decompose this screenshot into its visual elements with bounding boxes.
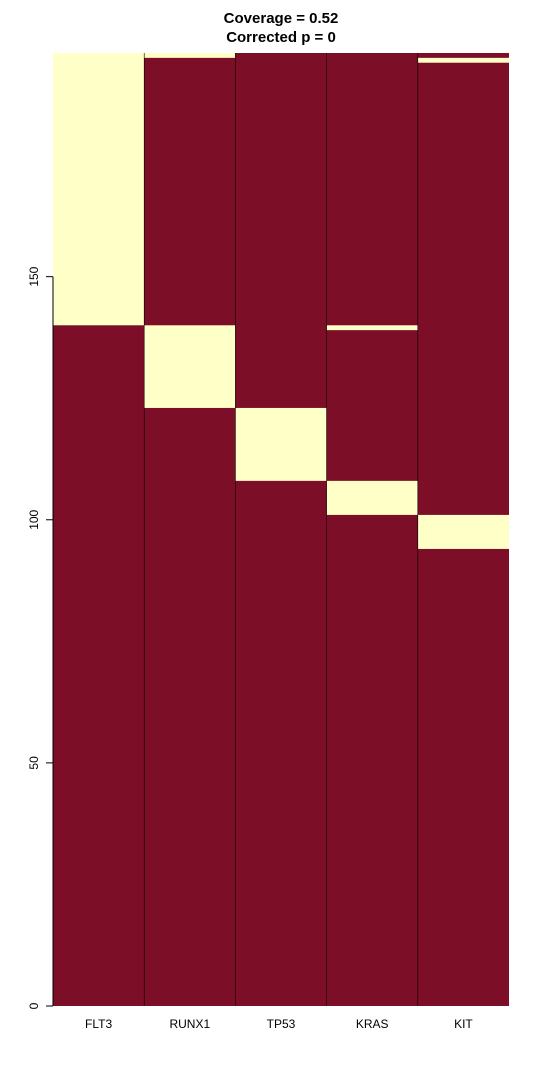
- present-block-runx1-2: [144, 53, 236, 58]
- present-block-runx1-1: [144, 325, 236, 408]
- x-axis: FLT3 RUNX1 TP53 KRAS KIT: [85, 1017, 473, 1031]
- heatmap-cells: [53, 53, 509, 1006]
- column-bg-tp53: [235, 53, 327, 1006]
- y-tick-label-100: 100: [27, 509, 41, 529]
- x-tick-label-tp53: TP53: [267, 1017, 296, 1031]
- present-block-tp53-1: [235, 407, 327, 481]
- y-tick-label-0: 0: [27, 1002, 41, 1009]
- chart-title-line-1: Coverage = 0.52: [224, 10, 339, 27]
- x-tick-label-flt3: FLT3: [85, 1017, 112, 1031]
- present-block-kras-1: [326, 480, 418, 515]
- present-block-kit-1: [417, 514, 509, 549]
- x-tick-label-kras: KRAS: [356, 1017, 389, 1031]
- x-tick-label-kit: KIT: [454, 1017, 473, 1031]
- column-bg-runx1: [144, 53, 236, 1006]
- present-block-kit-2: [417, 57, 509, 63]
- y-axis: 0 50 100 150: [27, 266, 54, 1009]
- y-tick-label-50: 50: [27, 756, 41, 770]
- present-block-flt3-1: [53, 53, 145, 326]
- chart-title-line-2: Corrected p = 0: [226, 29, 336, 46]
- x-tick-label-runx1: RUNX1: [169, 1017, 210, 1031]
- column-bg-kras: [326, 53, 418, 1006]
- present-block-kras-2: [326, 325, 418, 331]
- y-tick-label-150: 150: [27, 266, 41, 286]
